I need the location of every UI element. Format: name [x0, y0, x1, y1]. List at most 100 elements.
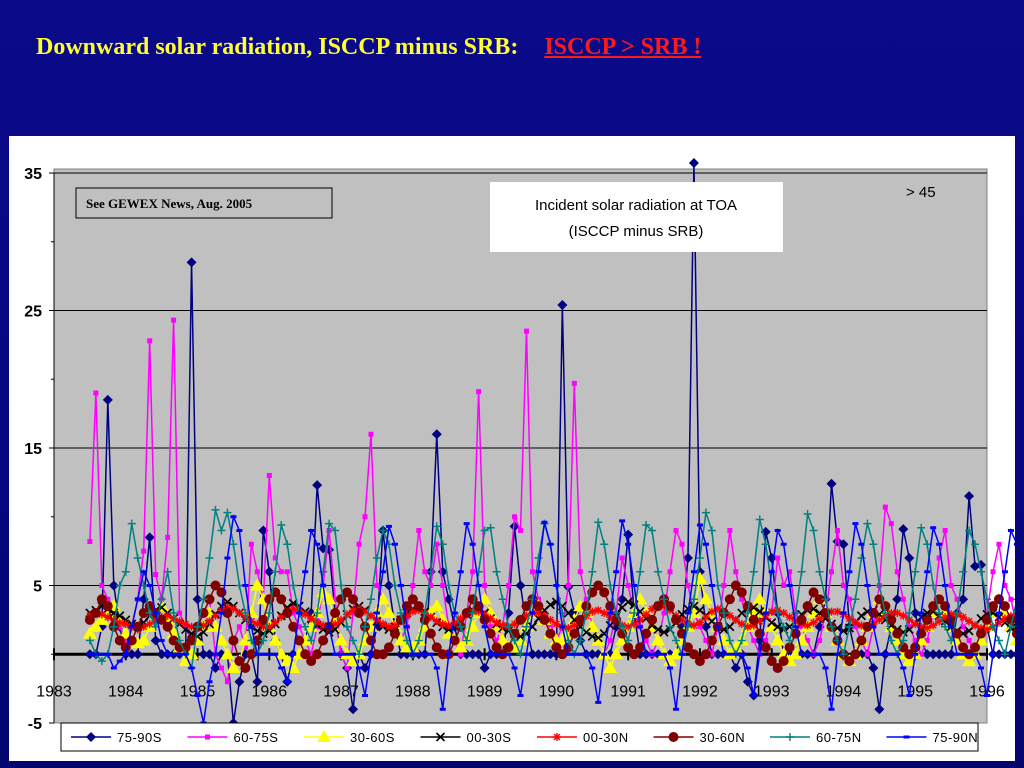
data-point — [792, 625, 799, 629]
data-point — [668, 732, 679, 742]
data-point — [651, 633, 666, 646]
data-point — [728, 640, 743, 653]
data-point — [372, 615, 381, 624]
data-point — [763, 638, 769, 643]
data-point — [700, 649, 711, 660]
data-point — [205, 554, 214, 562]
data-point — [910, 642, 921, 653]
data-point — [947, 610, 956, 619]
data-point — [996, 541, 1002, 547]
data-point — [1000, 650, 1009, 659]
data-point — [887, 609, 896, 617]
data-point — [766, 656, 777, 667]
data-point — [403, 625, 410, 629]
x-tick-label: 1992 — [682, 683, 718, 700]
data-point — [539, 649, 550, 660]
data-point — [547, 542, 554, 546]
data-point — [458, 651, 464, 657]
legend-label: 30-60S — [350, 730, 395, 745]
data-point — [553, 733, 561, 741]
data-point — [888, 521, 894, 527]
data-point — [577, 569, 583, 575]
data-point — [284, 680, 291, 684]
legend-label: 75-90S — [117, 730, 162, 745]
data-point — [123, 638, 129, 643]
data-point — [272, 652, 279, 656]
data-point — [978, 666, 985, 670]
data-point — [492, 567, 501, 576]
data-point — [355, 650, 364, 659]
data-point — [960, 652, 967, 656]
data-point — [593, 580, 604, 591]
data-point — [289, 581, 298, 590]
data-point — [667, 666, 674, 670]
y-tick-label: -5 — [28, 716, 42, 733]
x-tick-label: 1983 — [36, 683, 72, 700]
data-point — [144, 532, 155, 543]
data-point — [88, 619, 103, 632]
data-point — [356, 666, 363, 670]
data-point — [976, 628, 987, 639]
x-tick-label: 1985 — [180, 683, 216, 700]
data-point — [984, 610, 990, 616]
data-point — [235, 581, 244, 590]
data-point — [236, 624, 242, 630]
data-point — [663, 654, 678, 667]
data-point — [349, 636, 358, 645]
data-point — [845, 614, 854, 623]
data-point — [609, 647, 624, 660]
data-point — [254, 569, 260, 575]
data-point — [204, 649, 215, 660]
data-point — [146, 584, 153, 587]
data-point — [576, 636, 585, 645]
data-point — [594, 518, 603, 527]
data-point — [481, 625, 488, 629]
data-point — [780, 542, 787, 546]
data-point — [977, 624, 986, 633]
data-point — [673, 707, 679, 711]
data-point — [672, 636, 680, 645]
data-point — [84, 614, 95, 625]
data-point — [787, 569, 793, 575]
data-point — [426, 567, 435, 576]
data-point — [337, 615, 346, 624]
data-point — [688, 158, 699, 168]
data-point — [331, 620, 340, 628]
data-point — [905, 609, 914, 617]
data-point — [600, 609, 609, 617]
data-point — [755, 515, 764, 524]
data-point — [108, 580, 119, 591]
data-point — [384, 622, 393, 631]
data-point — [905, 615, 914, 624]
data-point — [647, 614, 658, 625]
data-point — [326, 528, 332, 533]
data-point — [1007, 529, 1014, 532]
data-point — [434, 541, 440, 547]
data-point — [362, 514, 368, 520]
data-point — [856, 635, 867, 646]
data-point — [367, 652, 374, 656]
data-point — [86, 652, 93, 656]
data-point — [278, 666, 285, 670]
data-point — [152, 611, 159, 615]
data-point — [226, 661, 241, 673]
data-point — [892, 628, 903, 639]
data-point — [655, 652, 662, 656]
data-point — [99, 583, 105, 588]
data-point — [605, 601, 616, 612]
overflow-label: > 45 — [906, 184, 936, 201]
data-point — [773, 622, 783, 632]
data-point — [175, 617, 184, 626]
chart-panel: 35 25 15 5 -5 1983 1984 1985 1986 1987 1988 1989 19… — [9, 136, 1015, 761]
data-point — [211, 611, 220, 620]
data-point — [606, 581, 615, 590]
data-point — [390, 621, 399, 630]
data-point — [984, 694, 990, 697]
data-point — [1011, 651, 1015, 658]
data-point — [242, 584, 249, 587]
data-point — [290, 652, 297, 656]
data-point — [313, 618, 322, 627]
data-point — [265, 622, 274, 631]
data-point — [468, 609, 477, 617]
data-point — [828, 707, 835, 711]
